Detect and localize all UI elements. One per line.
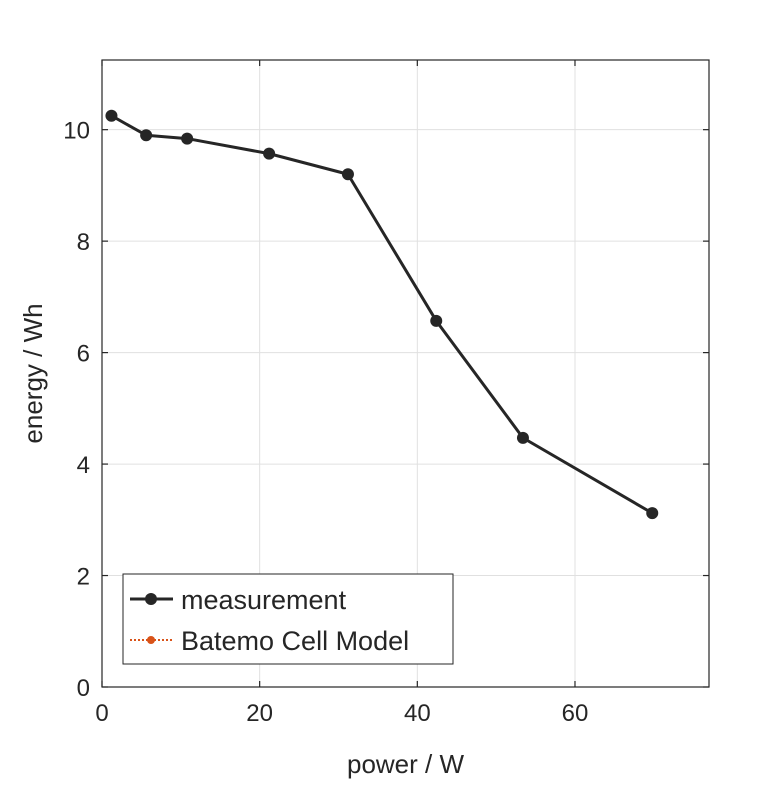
legend-label-0: measurement — [181, 585, 347, 615]
plot-area — [105, 109, 659, 520]
y-axis-label: energy / Wh — [18, 303, 48, 443]
y-tick-label: 8 — [77, 229, 90, 256]
y-tick-label: 10 — [63, 118, 90, 145]
data-point — [105, 109, 118, 122]
x-axis-label: power / W — [347, 749, 464, 779]
data-point — [181, 132, 194, 145]
x-tick-label: 60 — [562, 700, 589, 727]
legend-label-1: Batemo Cell Model — [181, 626, 409, 656]
y-tick-label: 0 — [77, 675, 90, 702]
legend-box — [122, 573, 454, 665]
data-point — [140, 129, 153, 142]
data-point — [646, 507, 659, 520]
y-tick-label: 4 — [77, 452, 90, 479]
data-point — [263, 147, 276, 160]
legend: measurement Batemo Cell Model — [122, 573, 454, 665]
data-point — [341, 168, 354, 181]
data-point — [430, 314, 443, 327]
series-line-0 — [110, 114, 653, 515]
x-tick-label: 0 — [95, 700, 108, 727]
data-point — [516, 431, 529, 444]
axis-ticks: 0 20 40 60 0 2 4 6 8 10 — [63, 60, 709, 727]
y-tick-label: 2 — [77, 564, 90, 591]
legend-marker-0 — [145, 593, 157, 605]
axes-box — [101, 59, 710, 688]
x-tick-label: 40 — [404, 700, 431, 727]
y-tick-label: 6 — [77, 341, 90, 368]
x-tick-label: 20 — [246, 700, 273, 727]
legend-marker-1 — [147, 636, 155, 644]
